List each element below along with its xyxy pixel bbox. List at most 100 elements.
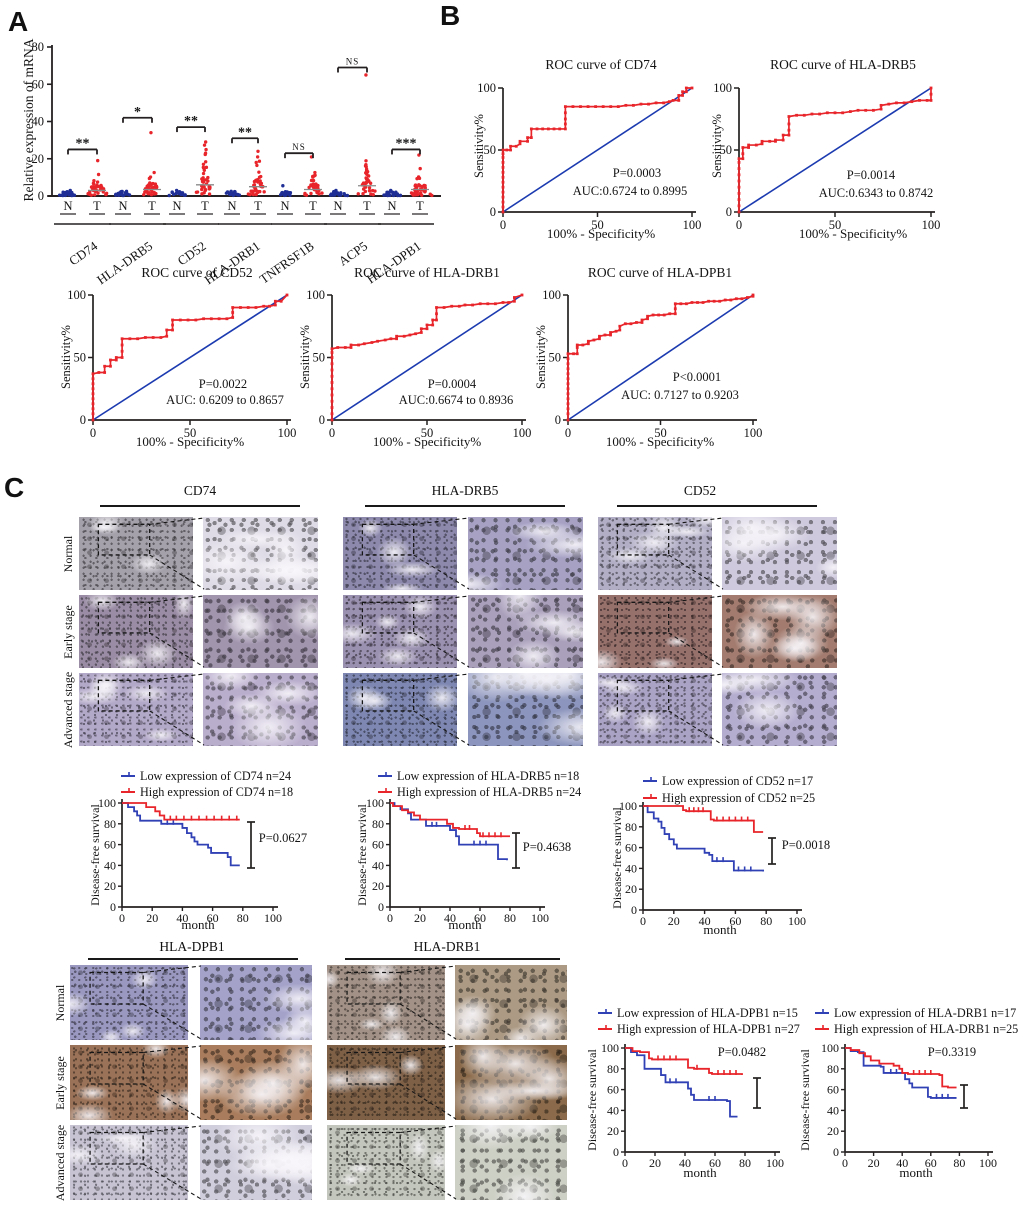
km-xtick: 80 xyxy=(504,911,516,925)
scatter-dot-t xyxy=(256,189,260,194)
scatter-dot-t xyxy=(423,189,427,194)
scatter-dot-t xyxy=(364,165,368,169)
scatter-dot-t xyxy=(413,191,418,195)
roc-curve xyxy=(567,295,754,420)
scatter-dot-t xyxy=(203,160,208,164)
ihc-image-magnified xyxy=(722,517,837,590)
roc-xlabel: 100% - Specificity% xyxy=(606,434,714,449)
scatter-dot-t xyxy=(151,181,155,186)
scatter-dot-t xyxy=(363,184,367,189)
roc-p-value: P=0.0003 xyxy=(613,166,661,180)
scatter-dot-t xyxy=(314,183,318,187)
roc-ylabel: Sensitivity% xyxy=(534,325,548,389)
roc-auc: AUC:0.6674 to 0.8936 xyxy=(399,393,514,407)
scatter-dot-t xyxy=(93,188,98,192)
km-legend-low: Low expression of HLA-DRB1 n=17 xyxy=(834,1006,1016,1020)
ihc-image-magnified xyxy=(200,1125,312,1200)
ihc-image-main xyxy=(343,517,457,590)
scatter-dot-n xyxy=(176,191,181,196)
ihc-image-magnified xyxy=(203,517,318,590)
scatter-dot-t xyxy=(414,186,418,190)
scatter-dot-t xyxy=(91,181,96,185)
scatter-dot-t xyxy=(146,183,150,187)
scatter-dot-t xyxy=(316,183,320,188)
km-hla-dpb1-chart: Disease-free survival month 0 20 40 60 80 100 0 2… xyxy=(585,1006,800,1180)
sig-label: * xyxy=(134,105,141,120)
scatter-dot-t xyxy=(207,187,212,191)
ihc-column-header: HLA-DRB5 xyxy=(431,483,499,498)
scatter-dot-n xyxy=(121,193,125,198)
roc-xlabel: 100% - Specificity% xyxy=(547,226,655,241)
scatter-dot-t xyxy=(311,178,316,183)
km-xtick: 60 xyxy=(709,1156,721,1170)
scatter-dot-n xyxy=(127,193,132,197)
gene-label: CD52 xyxy=(175,238,209,268)
scatter-dot-t xyxy=(93,185,97,189)
scatter-dot-n xyxy=(61,190,65,194)
scatter-dot-t xyxy=(415,176,419,181)
roc-ytick: 0 xyxy=(80,413,86,427)
km-ylabel: Disease-free survival xyxy=(585,1049,599,1151)
scatter-dot-n xyxy=(121,193,126,198)
scatter-dot-t xyxy=(145,184,149,189)
scatter-dot-n xyxy=(117,192,122,196)
roc-xtick: 50 xyxy=(654,426,667,440)
scatter-dot-t xyxy=(201,177,205,182)
roc-p-value: P<0.0001 xyxy=(673,370,721,384)
scatter-dot-t xyxy=(261,184,265,189)
scatter-dot-t xyxy=(91,182,96,186)
scatter-dot-t xyxy=(367,189,372,193)
km-legend-high: High expression of CD52 n=25 xyxy=(662,791,815,805)
scatter-dot-t xyxy=(92,187,96,191)
scatter-dot-t xyxy=(258,182,263,187)
scatter-dot-n xyxy=(68,190,72,194)
km-legend-low: Low expression of CD74 n=24 xyxy=(140,769,291,783)
scatter-dot-t xyxy=(257,170,261,174)
scatter-dot-n xyxy=(68,190,72,195)
t-label: T xyxy=(201,199,209,213)
scatter-dot-n xyxy=(68,188,72,193)
scatter-dot-t xyxy=(208,185,212,189)
scatter-dot-t xyxy=(313,188,318,192)
scatter-dot-n xyxy=(69,193,74,198)
km-legend-high: High expression of CD74 n=18 xyxy=(140,785,293,799)
km-curve-low xyxy=(643,805,765,872)
km-ylabel: Disease-free survival xyxy=(355,804,369,906)
scatter-dot-t xyxy=(202,166,206,170)
roc-xlabel: 100% - Specificity% xyxy=(373,434,481,449)
scatter-dot-t xyxy=(153,185,157,189)
scatter-dot-t xyxy=(89,185,94,189)
km-xtick: 40 xyxy=(176,911,188,925)
scatter-dot-n xyxy=(343,193,347,198)
km-curve-high xyxy=(390,802,510,838)
scatter-dot-t xyxy=(152,170,156,175)
n-label: N xyxy=(172,199,181,213)
panel-a-label: A xyxy=(8,6,29,37)
scatter-dot-t xyxy=(147,191,151,196)
mrna-scatter-chart: Relative expression of mRNA 0 20 40 60 80 ** N T… xyxy=(21,38,441,287)
km-xtick: 40 xyxy=(444,911,456,925)
scatter-dot-t xyxy=(309,191,313,196)
scatter-dot-n xyxy=(177,189,182,194)
scatter-dot-t xyxy=(259,181,264,186)
scatter-dot-t xyxy=(94,188,99,193)
scatter-dot-t xyxy=(99,185,103,190)
scatter-ytick: 40 xyxy=(32,115,45,129)
roc-xtick: 50 xyxy=(421,426,434,440)
scatter-dot-n xyxy=(119,192,123,197)
scatter-dot-n xyxy=(120,192,124,197)
scatter-dot-n xyxy=(391,191,396,195)
scatter-dot-t xyxy=(254,160,258,165)
km-hla-drb5-chart: Disease-free survival month 0 20 40 60 80 100 0 2… xyxy=(355,769,581,932)
scatter-dot-t xyxy=(255,179,259,183)
km-xtick: 20 xyxy=(146,911,158,925)
scatter-dot-t xyxy=(104,192,108,196)
km-xtick: 80 xyxy=(760,914,772,928)
scatter-dot-t xyxy=(314,182,318,186)
ihc-image-magnified xyxy=(455,965,567,1040)
scatter-dot-n xyxy=(336,192,340,196)
km-ytick: 80 xyxy=(625,820,637,834)
scatter-dot-n xyxy=(225,190,230,194)
scatter-dot-t xyxy=(202,168,207,172)
